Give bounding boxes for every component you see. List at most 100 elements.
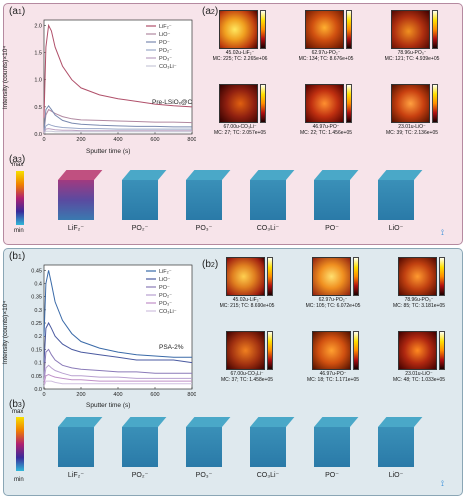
map-ion-label: 67.00u-CO₃Li⁻ — [230, 371, 264, 377]
map-counts-label: MC: 121; TC: 4.939e+05 — [384, 56, 440, 62]
chart2-legend-label: LiF₂⁻ — [159, 269, 172, 275]
chart1-ytick-label: 0.0 — [34, 132, 42, 138]
depth-cube-5 — [378, 170, 424, 220]
cube-front-face — [314, 427, 350, 467]
colorbar-min-label: min — [14, 477, 24, 483]
tof-sims-map-2 — [391, 10, 430, 49]
chart2-xtick-label: 200 — [76, 392, 85, 398]
map-counts-label: MC: 105; TC: 6.072e+05 — [305, 303, 361, 309]
map-colorbar — [439, 257, 445, 296]
cube-top-face — [314, 170, 359, 180]
colorbar-min-label: min — [14, 228, 24, 234]
depth-cube-3 — [250, 170, 296, 220]
depth-cube-2 — [186, 417, 232, 467]
map-ion-label: 67.00u-CO₃Li⁻ — [223, 124, 257, 130]
map-colorbar — [432, 84, 438, 123]
chart1-xtick-label: 400 — [113, 137, 122, 143]
map-colorbar — [439, 331, 445, 370]
chart2-xtick-label: 600 — [150, 392, 159, 398]
cube-front-face — [58, 427, 94, 467]
tof-sims-map-4 — [305, 84, 344, 123]
map-caption: 23.01u-LiO⁻ MC: 39; TC: 2.136e+05 — [381, 124, 443, 136]
chart2-ytick-label: 0.15 — [31, 347, 42, 353]
cube-front-face — [250, 180, 286, 220]
map-caption: 46.97u-PO⁻ MC: 22; TC: 1.456e+05 — [295, 124, 357, 136]
colorbar-max-label: max — [12, 409, 24, 415]
chart1-xtick-label: 0 — [42, 137, 45, 143]
map-caption: 45.02u-LiF₂⁻ MC: 215; TC: 8.690e+05 — [216, 297, 278, 309]
chart1-series-5 — [43, 130, 192, 134]
chart1-sample-label: Pre-LSiOₓ@C — [152, 99, 193, 106]
depth-cube-0 — [58, 417, 104, 467]
cube-top-face — [378, 417, 423, 427]
chart2-ylabel: Intensity (counts)×10⁴ — [2, 300, 10, 365]
chart2-legend-label: CO₃Li⁻ — [159, 309, 177, 315]
map-caption: 46.97u-PO⁻ MC: 18; TC: 1.171e+05 — [302, 371, 364, 383]
chart2-ytick-label: 0.4 — [34, 281, 42, 287]
chart1-ytick-label: 2.0 — [34, 23, 42, 29]
chart2-legend-label: LiO⁻ — [159, 277, 171, 283]
cube-front-face — [378, 180, 414, 220]
map-colorbar — [353, 331, 359, 370]
panel-psa-2: (b1) Intensity (counts)×10⁴ 0 200 400 600 80… — [2, 248, 463, 496]
chart1-xtick-label: 200 — [76, 137, 85, 143]
chart2-series-3 — [43, 364, 192, 382]
chart1-legend-label: CO₃Li⁻ — [159, 64, 177, 70]
map-ion-label: 23.01u-LiO⁻ — [398, 124, 426, 130]
cube-top-face — [378, 170, 423, 180]
label-b3: (b3) — [9, 399, 26, 410]
map-colorbar — [432, 10, 438, 49]
chart1-xtick-label: 800 — [187, 137, 196, 143]
depth-cube-4 — [314, 170, 360, 220]
cube-top-face — [122, 170, 167, 180]
tof-sims-map-5 — [398, 331, 437, 370]
map-counts-label: MC: 22; TC: 1.456e+05 — [299, 130, 353, 136]
chart1-series-1 — [43, 108, 193, 132]
cube-front-face — [314, 180, 350, 220]
tof-sims-map-3 — [226, 331, 265, 370]
chart2-xtick-label: 800 — [187, 392, 196, 398]
map-colorbar — [346, 84, 352, 123]
map-ion-label: 23.01u-LiO⁻ — [405, 371, 433, 377]
cube-top-face — [186, 417, 231, 427]
map-counts-label: MC: 39; TC: 2.136e+05 — [385, 130, 439, 136]
chart-psa-depth-profile: 0 200 400 600 800 0.0 0.05 0.1 0.15 0.2 0.25 0.3 0.3… — [31, 264, 196, 398]
chart2-ytick-label: 0.1 — [34, 361, 42, 367]
cube-top-face — [58, 417, 103, 427]
chart2-xtick-label: 0 — [42, 392, 45, 398]
cube-label: LiF₂⁻ — [67, 472, 85, 479]
chart2-ytick-label: 0.35 — [31, 295, 42, 301]
cube-top-face — [186, 170, 231, 180]
colorbar-3d-top — [16, 171, 24, 225]
axes-orientation-icon: ⟟ — [441, 479, 444, 488]
colorbar-3d-bottom — [16, 417, 24, 471]
map-counts-label: MC: 48; TC: 1.033e+05 — [392, 377, 446, 383]
map-colorbar — [267, 257, 273, 296]
chart1-legend-label: PO⁻ — [159, 40, 170, 46]
map-counts-label: MC: 225; TC: 2.265e+06 — [212, 56, 268, 62]
map-caption: 23.01u-LiO⁻ MC: 48; TC: 1.033e+05 — [388, 371, 450, 383]
chart2-ytick-label: 0.25 — [31, 321, 42, 327]
tof-sims-map-4 — [312, 331, 351, 370]
panel-pre-lsiox: (a1) Intensity (counts)×10⁴ 0 200 400 600 80… — [2, 3, 463, 245]
tof-sims-map-1 — [312, 257, 351, 296]
depth-cube-3 — [250, 417, 296, 467]
cube-label: PO₃⁻ — [195, 225, 213, 232]
chart-pre-lsiox-depth-profile: 0 200 400 600 800 0.0 0.5 1.0 1.5 2.0 LiF₂⁻ LiO⁻ PO⁻… — [34, 19, 196, 143]
cube-front-face — [378, 427, 414, 467]
cube-top-face — [250, 417, 295, 427]
label-a1: (a1) — [9, 6, 26, 17]
depth-cube-4 — [314, 417, 360, 467]
chart2-series-0 — [43, 270, 192, 358]
chart2-series-4 — [43, 373, 192, 384]
cube-label: PO₂⁻ — [131, 472, 149, 479]
cube-label: LiO⁻ — [388, 472, 404, 479]
chart1-legend-label: PO₂⁻ — [159, 48, 172, 54]
label-b2: (b2) — [202, 259, 219, 270]
map-ion-label: 62.97u-PO₂⁻ — [318, 297, 348, 303]
cube-label: CO₃Li⁻ — [256, 472, 280, 479]
chart1-ytick-label: 1.0 — [34, 78, 42, 84]
map-counts-label: MC: 18; TC: 1.171e+05 — [306, 377, 360, 383]
chart2-legend-label: PO₂⁻ — [159, 293, 172, 299]
label-b1: (b1) — [9, 251, 26, 262]
